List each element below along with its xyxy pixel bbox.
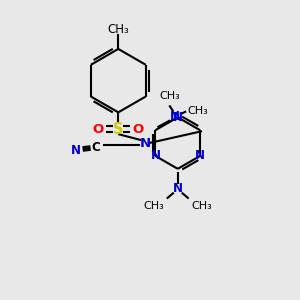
Text: CH₃: CH₃ [191,202,212,212]
Text: O: O [133,123,144,136]
Text: CH₃: CH₃ [107,22,129,36]
Text: N: N [173,111,183,124]
Text: N: N [71,143,81,157]
Text: N: N [150,149,161,162]
Text: CH₃: CH₃ [144,202,164,212]
Text: CH₃: CH₃ [188,106,208,116]
Text: N: N [170,110,180,123]
Text: N: N [140,136,151,150]
Text: N: N [173,182,183,195]
Text: C: C [91,140,100,154]
Text: N: N [195,149,205,162]
Text: O: O [93,123,104,136]
Text: CH₃: CH₃ [159,91,180,100]
Text: S: S [113,122,124,137]
